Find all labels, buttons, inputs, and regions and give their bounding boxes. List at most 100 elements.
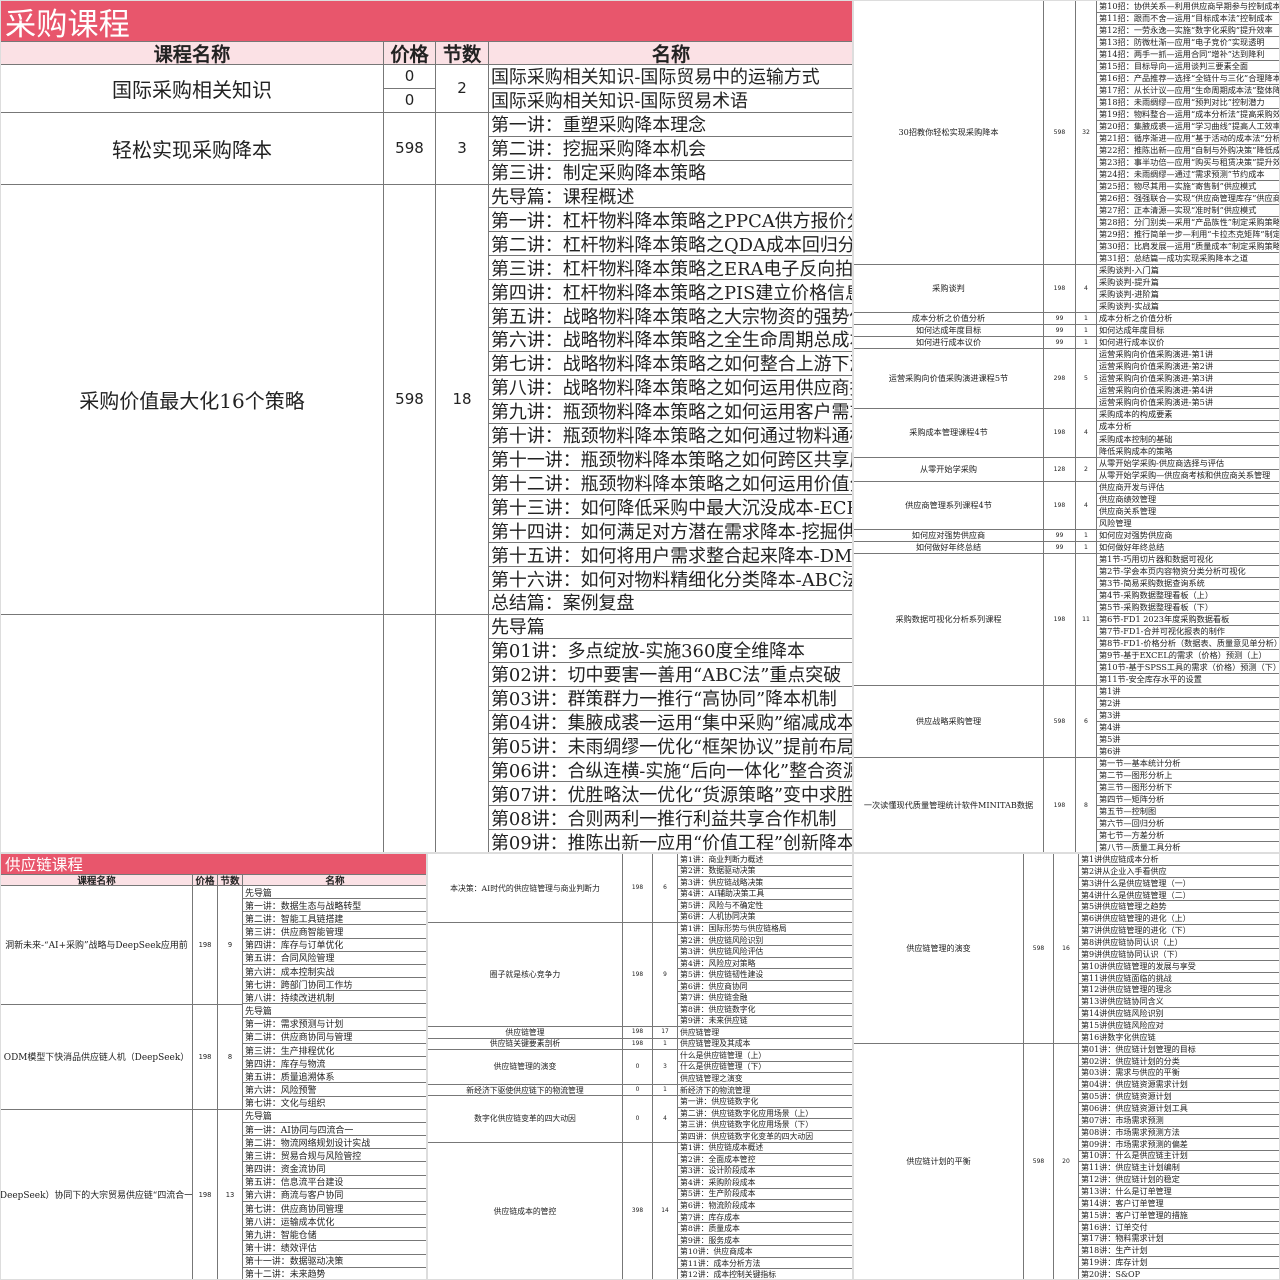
- lesson-name: 第05讲：供应链资源计划: [1079, 1091, 1279, 1104]
- lesson-name: 国际采购相关知识-国际贸易术语: [489, 89, 852, 113]
- lesson-name: 第7节-FD1-合并可视化报表的制作: [1097, 626, 1279, 638]
- lesson-name: 先导篇: [243, 1110, 426, 1123]
- lesson-name: 第七讲：供应商协同管理: [243, 1202, 426, 1216]
- lesson-name: 第01讲：供应链计划管理的目标: [1079, 1044, 1279, 1056]
- lesson-name: 第9讲：未来供应链: [678, 1016, 852, 1028]
- lesson-name: 第24招：未雨绸缪—通过“需求预测”节约成本: [1097, 169, 1279, 182]
- sheet-panel: 供应链管理的演变 598 16 第1讲供应链成本分析 第2讲从企业入手看供应 第3讲什么是…: [853, 853, 1280, 1280]
- lesson-count: 9: [218, 886, 243, 1005]
- lesson-name: 第10讲供应链管理的发展与享受: [1079, 961, 1279, 973]
- lesson-name: 第02讲：供应链计划的分类: [1079, 1056, 1279, 1068]
- lesson-name: 第3讲: [1097, 710, 1279, 722]
- lesson-name: 第30招：比肩发展—运用“质量成本”制定采购策略: [1097, 241, 1280, 254]
- lesson-name: 第16讲：订单交付: [1079, 1222, 1279, 1234]
- lesson-name: 第2讲: [1097, 698, 1279, 710]
- lesson-name: 第1讲：国际形势与供应链格局: [678, 923, 852, 935]
- lesson-name: 第8节-FD1-价格分析（数据表、质量意见单分析）: [1097, 637, 1280, 650]
- lesson-name: 降低采购成本的策略: [1097, 446, 1279, 458]
- lesson-name: 采购谈判-入门篇: [1097, 265, 1279, 278]
- lesson-name: 第14讲：客户订单管理: [1079, 1198, 1279, 1210]
- course-name: 如何做好年终总结: [854, 541, 1044, 554]
- lesson-name: 第五讲：质量追溯体系: [243, 1070, 426, 1084]
- lesson-name: 第四讲：资金流协同: [243, 1163, 426, 1176]
- lesson-name: 第十六讲：如何对物料精细化分类降本-ABC法策略: [489, 567, 852, 591]
- course-name: 新经济下驱使供应链下的物流管理: [428, 1084, 623, 1097]
- lesson-name: 第18招：未雨绸缪—应用“预判对比”控制潜力: [1097, 97, 1279, 110]
- lesson-name: 第7讲供应链管理的进化（下）: [1079, 925, 1279, 938]
- lesson-name: 第15讲：客户订单管理的措施: [1079, 1210, 1279, 1222]
- lesson-name: 第4节-采购数据整理看板（上）: [1097, 590, 1279, 602]
- lesson-name: 第九讲：智能仓储: [243, 1228, 426, 1242]
- lesson-count: 6: [653, 854, 678, 924]
- course-name: 从零开始学采购: [854, 457, 1044, 482]
- price: 0: [384, 65, 436, 89]
- course-name: 30招教你轻松实现采购降本: [854, 1, 1044, 266]
- column-header: 课程名称: [1, 874, 193, 886]
- price: 198: [1044, 757, 1076, 852]
- lesson-name: 如何做好年终总结: [1097, 542, 1279, 554]
- lesson-count: 5: [1076, 349, 1097, 410]
- lesson-name: 第6讲供应链管理的进化（上）: [1079, 913, 1279, 926]
- lesson-name: 第七讲：战略物料降本策略之如何整合上游下游供应: [489, 352, 852, 376]
- course-name: 轻松实现采购降本: [1, 112, 384, 185]
- lesson-name: 第17讲：物料需求计划: [1079, 1234, 1279, 1246]
- lesson-name: 第23招：事半功倍—应用“购买与租赁决策”提升效率: [1097, 157, 1280, 170]
- lesson-name: 第2讲：供应链风险识别: [678, 935, 852, 947]
- course-name: 洞新未来-“AI+采购”战略与DeepSeek应用前: [1, 886, 193, 1005]
- lesson-name: 第5讲：供应链韧性建设: [678, 969, 852, 981]
- sheet-title: 供应链课程: [1, 854, 426, 874]
- course-name: [1, 614, 384, 852]
- column-header: 课程名称: [1, 41, 384, 65]
- lesson-name: 从零开始学采购-供应商选择与评估: [1097, 458, 1279, 470]
- lesson-name: 第5讲供应链管理之趋势: [1079, 901, 1279, 914]
- lesson-name: 第13讲：什么是订单管理: [1079, 1186, 1279, 1198]
- lesson-count: 20: [1054, 1043, 1079, 1279]
- price: 198: [623, 1027, 653, 1039]
- price: 198: [193, 1109, 218, 1279]
- lesson-name: 第8讲：质量成本: [678, 1223, 852, 1235]
- course-name: 供应链管理的演变: [428, 1050, 623, 1085]
- lesson-name: 第5讲：生产阶段成本: [678, 1189, 852, 1201]
- lesson-name: 第八讲：战略物料降本策略之如何运用供应商技术优: [489, 376, 852, 400]
- lesson-count: 16: [1054, 854, 1079, 1044]
- lesson-name: 第2讲从企业入手看供应: [1079, 866, 1279, 878]
- lesson-name: 第31招：总结篇—成功实现采购降本之道: [1097, 253, 1279, 266]
- lesson-name: 第10讲：供应商成本: [678, 1246, 852, 1258]
- lesson-count: 4: [1076, 265, 1097, 314]
- lesson-name: 第七节—方差分析: [1097, 830, 1279, 842]
- lesson-name: 第11讲供应链面临的挑战: [1079, 973, 1279, 985]
- course-name: 本决策：AI时代的供应链管理与商业判断力: [428, 854, 623, 924]
- sheet-title: 采购课程: [1, 1, 852, 43]
- lesson-name: 什么是供应链管理（上）: [678, 1050, 852, 1062]
- price: 0: [384, 88, 436, 113]
- lesson-name: 第一讲：数据生态与战略转型: [243, 899, 426, 913]
- lesson-name: 运营采购向价值采购演进-第4讲: [1097, 385, 1279, 398]
- lesson-name: 第20讲：S&OP: [1079, 1269, 1279, 1279]
- lesson-count: 1: [653, 1038, 678, 1051]
- lesson-name: 第三节—图形分析下: [1097, 782, 1279, 794]
- price: 99: [1044, 541, 1076, 554]
- lesson-name: 第六节—回归分析: [1097, 818, 1279, 830]
- lesson-name: 第二讲：供应商协同与管理: [243, 1031, 426, 1044]
- lesson-name: 第三讲：生产排程优化: [243, 1044, 426, 1058]
- lesson-name: 总结篇：案例复盘: [489, 591, 852, 615]
- course-name: DeepSeek）协同下的大宗贸易供应链“四流合一: [1, 1109, 193, 1279]
- lesson-name: 第二讲：杠杆物料降本策略之QDA成本回归分析降本: [489, 232, 852, 257]
- lesson-name: 第18讲：生产计划: [1079, 1245, 1279, 1258]
- lesson-name: 第06讲：供应链资源计划工具: [1079, 1103, 1279, 1115]
- column-header: 价格: [193, 874, 218, 886]
- lesson-count: 1: [1076, 541, 1097, 554]
- lesson-name: 如何达成年度目标: [1097, 325, 1279, 338]
- lesson-name: 第四讲：库存与物流: [243, 1057, 426, 1071]
- lesson-name: 第二讲：智能工具链搭建: [243, 912, 426, 926]
- lesson-name: 第2讲：数据驱动决策: [678, 866, 852, 878]
- lesson-name: 第六讲：商流与客户协同: [243, 1189, 426, 1202]
- sheet-panel: 供应链课程 课程名称 价格 节数 名称 洞新未来-“AI+采购”战略与DeepSeek应用…: [0, 853, 427, 1280]
- lesson-name: 第26招：强强联合—实现“供应商管理库存”供应商: [1097, 193, 1280, 206]
- lesson-name: 第07讲：市场需求预测: [1079, 1115, 1279, 1127]
- lesson-name: 供应链管理之演变: [678, 1073, 852, 1085]
- price: 0: [623, 1096, 653, 1143]
- course-name: 采购价值最大化16个策略: [1, 184, 384, 615]
- lesson-name: 第3讲什么是供应链管理（一）: [1079, 878, 1279, 890]
- lesson-name: 第1讲供应链成本分析: [1079, 854, 1279, 866]
